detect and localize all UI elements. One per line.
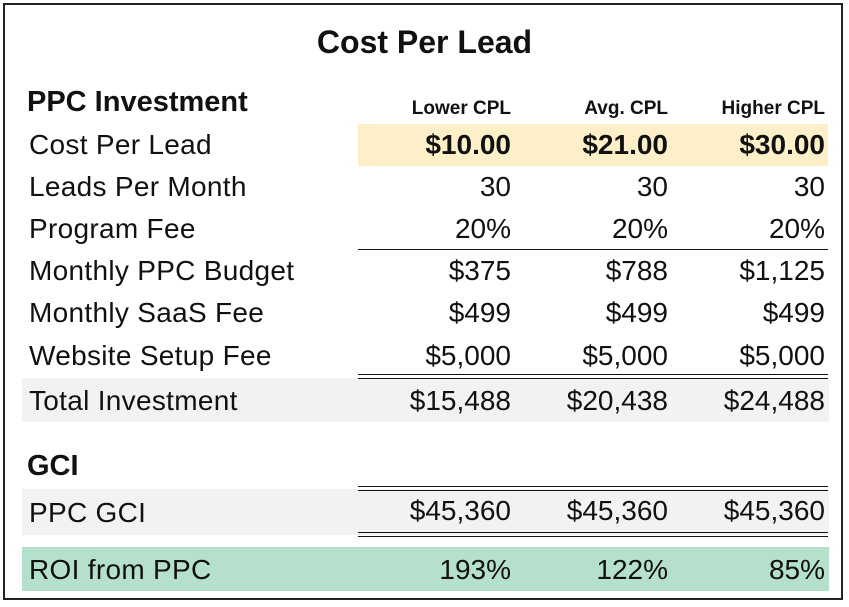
column-header-lower-cpl: Lower CPL (411, 98, 511, 119)
ppc-gci-avg: $45,360 (566, 495, 668, 526)
leads-per-month-higher: 30 (793, 171, 825, 202)
website-setup-fee-higher: $5,000 (739, 340, 825, 371)
gci-band (22, 489, 829, 535)
program-fee-avg: 20% (611, 213, 668, 244)
rule-below-gci (358, 532, 828, 537)
rule-above-gci (358, 486, 828, 491)
monthly-saas-fee-higher: $499 (762, 297, 825, 328)
column-header-avg-cpl: Avg. CPL (584, 98, 668, 119)
leads-per-month-avg: 30 (636, 171, 668, 202)
cost-per-lead-higher: $30.00 (739, 129, 825, 160)
website-setup-fee-avg: $5,000 (582, 340, 668, 371)
row-label-leads-per-month: Leads Per Month (29, 171, 247, 202)
column-header-higher-cpl: Higher CPL (721, 98, 825, 119)
program-fee-lower: 20% (454, 213, 511, 244)
cost-per-lead-avg: $21.00 (582, 129, 668, 160)
leads-per-month-lower: 30 (479, 171, 511, 202)
roi-higher: 85% (768, 554, 825, 585)
total-investment-higher: $24,488 (723, 385, 825, 416)
monthly-ppc-budget-higher: $1,125 (739, 255, 825, 286)
row-label-program-fee: Program Fee (29, 213, 196, 244)
row-label-website-setup-fee: Website Setup Fee (29, 340, 272, 371)
rule-under-program-fee (358, 249, 828, 250)
ppc-gci-higher: $45,360 (723, 495, 825, 526)
row-label-monthly-saas-fee: Monthly SaaS Fee (29, 297, 265, 328)
monthly-ppc-budget-lower: $375 (448, 255, 511, 286)
row-label-monthly-ppc-budget: Monthly PPC Budget (29, 255, 295, 286)
roi-avg: 122% (596, 554, 668, 585)
monthly-ppc-budget-avg: $788 (605, 255, 668, 286)
website-setup-fee-lower: $5,000 (425, 340, 511, 371)
monthly-saas-fee-lower: $499 (448, 297, 511, 328)
row-label-cost-per-lead: Cost Per Lead (29, 129, 212, 160)
table-frame (3, 3, 843, 600)
gci-heading: GCI (27, 450, 79, 482)
ppc-investment-heading: PPC Investment (27, 86, 248, 118)
page-title: Cost Per Lead (316, 24, 533, 60)
total-investment-band (22, 378, 829, 422)
rule-above-total (358, 374, 828, 379)
cost-per-lead-lower: $10.00 (425, 129, 511, 160)
program-fee-higher: 20% (768, 213, 825, 244)
total-investment-lower: $15,488 (409, 385, 511, 416)
roi-lower: 193% (439, 554, 511, 585)
row-label-roi-from-ppc: ROI from PPC (29, 554, 212, 585)
row-label-ppc-gci: PPC GCI (29, 497, 147, 528)
monthly-saas-fee-avg: $499 (605, 297, 668, 328)
row-label-total-investment: Total Investment (29, 385, 238, 416)
total-investment-avg: $20,438 (566, 385, 668, 416)
roi-band (22, 547, 829, 591)
ppc-gci-lower: $45,360 (409, 495, 511, 526)
cpl-highlight (358, 124, 828, 166)
